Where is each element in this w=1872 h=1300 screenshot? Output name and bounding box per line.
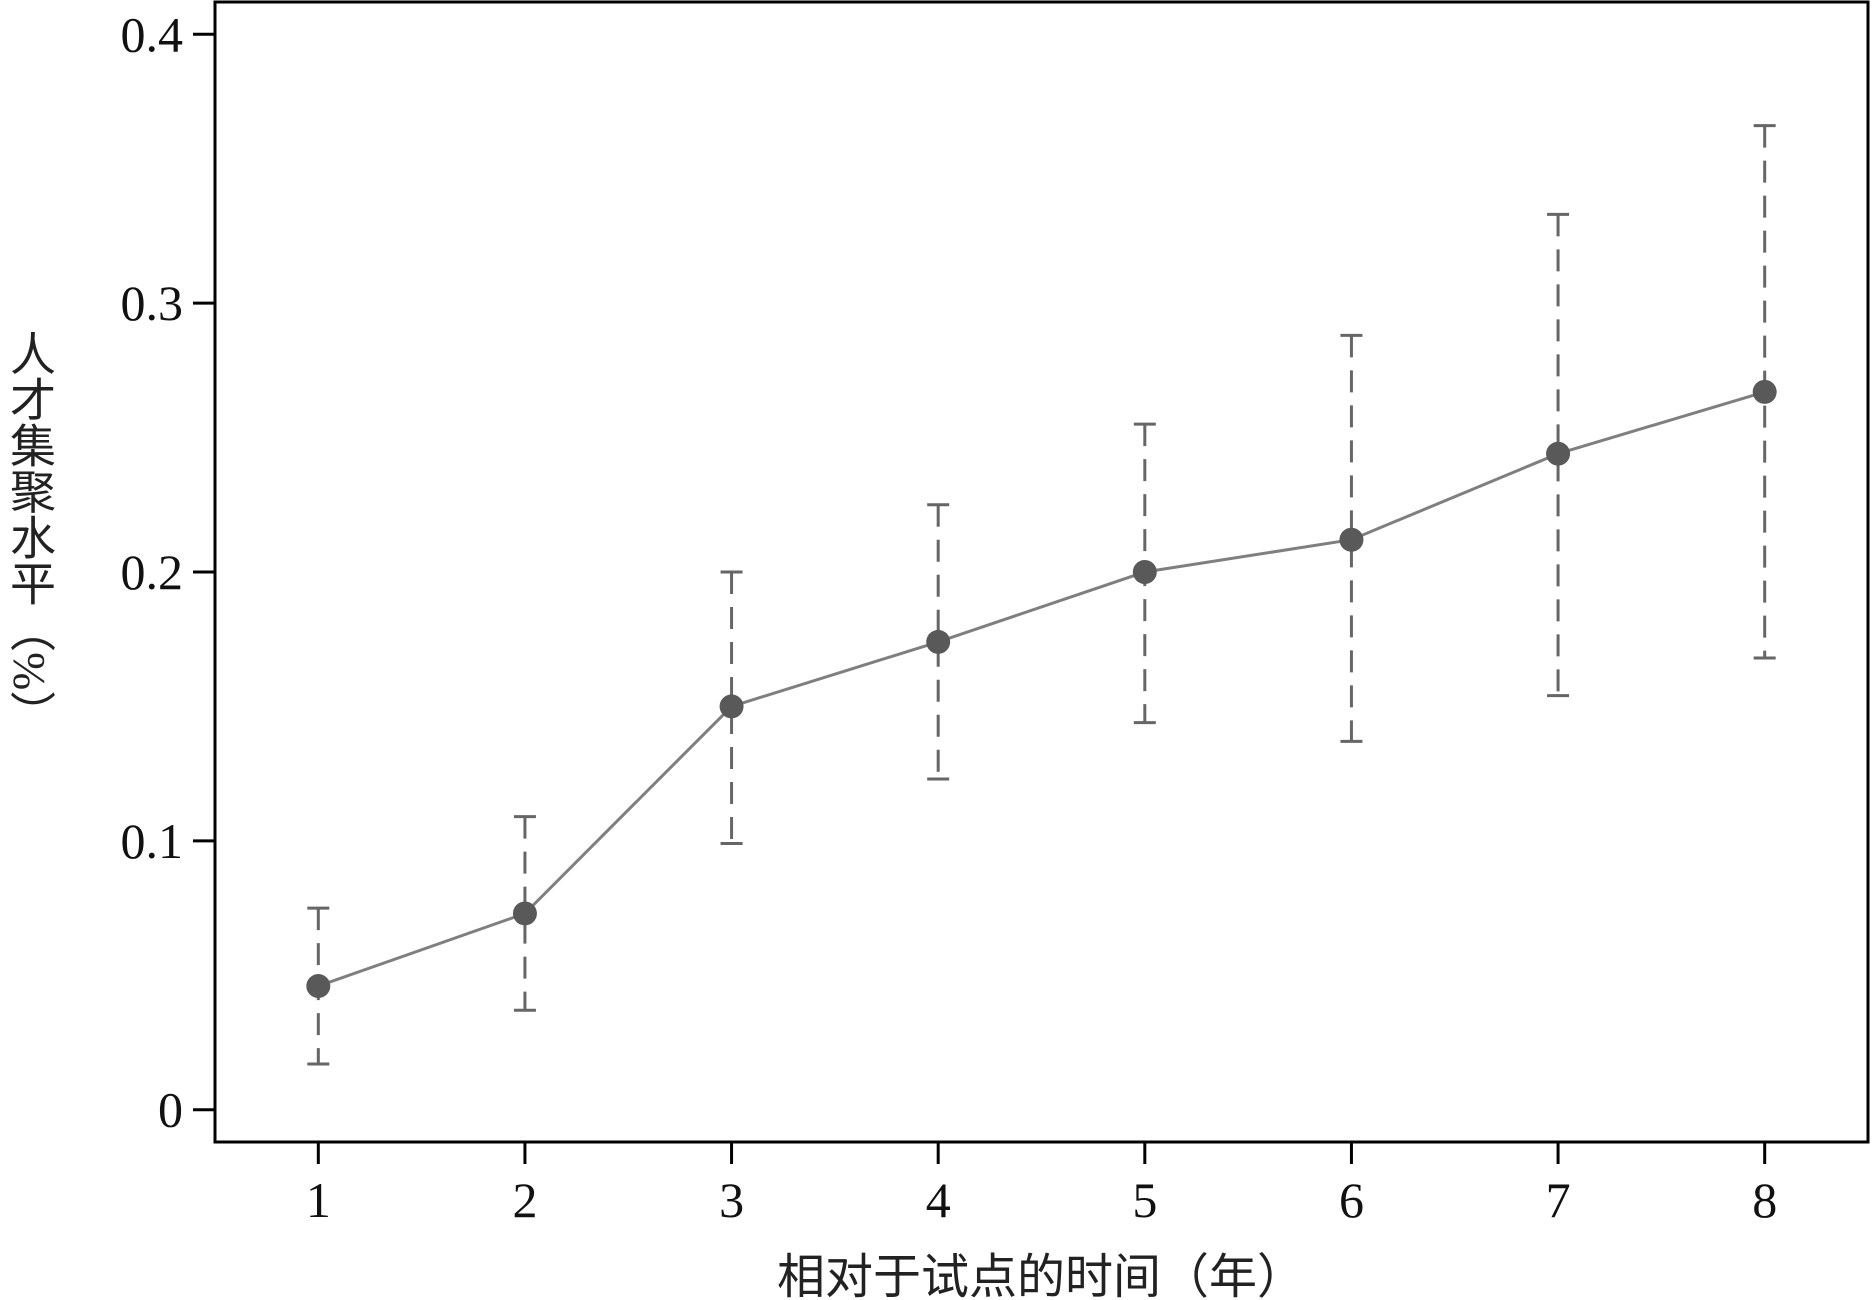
data-points [306, 379, 1777, 999]
y-tick-label: 0.2 [121, 544, 184, 600]
y-axis: 0 0.1 0.2 0.3 0.4 [121, 6, 215, 1138]
y-tick-label: 0.4 [121, 6, 184, 62]
y-tick-label: 0.3 [121, 275, 184, 331]
x-tick-label: 1 [306, 1172, 331, 1228]
x-axis: 1 2 3 4 5 6 7 8 [306, 1142, 1777, 1228]
y-tick-label: 0.1 [121, 813, 184, 869]
x-tick-label: 2 [512, 1172, 537, 1228]
data-point [719, 694, 744, 719]
series-line [317, 390, 1766, 988]
x-tick-label: 8 [1752, 1172, 1777, 1228]
y-tick-label: 0 [158, 1082, 183, 1138]
data-point [306, 974, 331, 999]
plot-frame [213, 0, 1870, 1144]
y-axis-label: 人才集聚水平（%） [4, 330, 55, 737]
data-point [1339, 527, 1364, 552]
x-tick-label: 5 [1132, 1172, 1157, 1228]
data-point [1546, 441, 1571, 466]
data-point [926, 629, 951, 654]
x-tick-label: 3 [719, 1172, 744, 1228]
data-point [512, 901, 537, 926]
x-axis-label: 相对于试点的时间（年） [777, 1251, 1305, 1300]
data-point [1132, 560, 1157, 584]
x-tick-label: 7 [1546, 1172, 1571, 1228]
data-point [1752, 379, 1777, 404]
x-tick-label: 4 [926, 1172, 951, 1228]
x-tick-label: 6 [1339, 1172, 1364, 1228]
